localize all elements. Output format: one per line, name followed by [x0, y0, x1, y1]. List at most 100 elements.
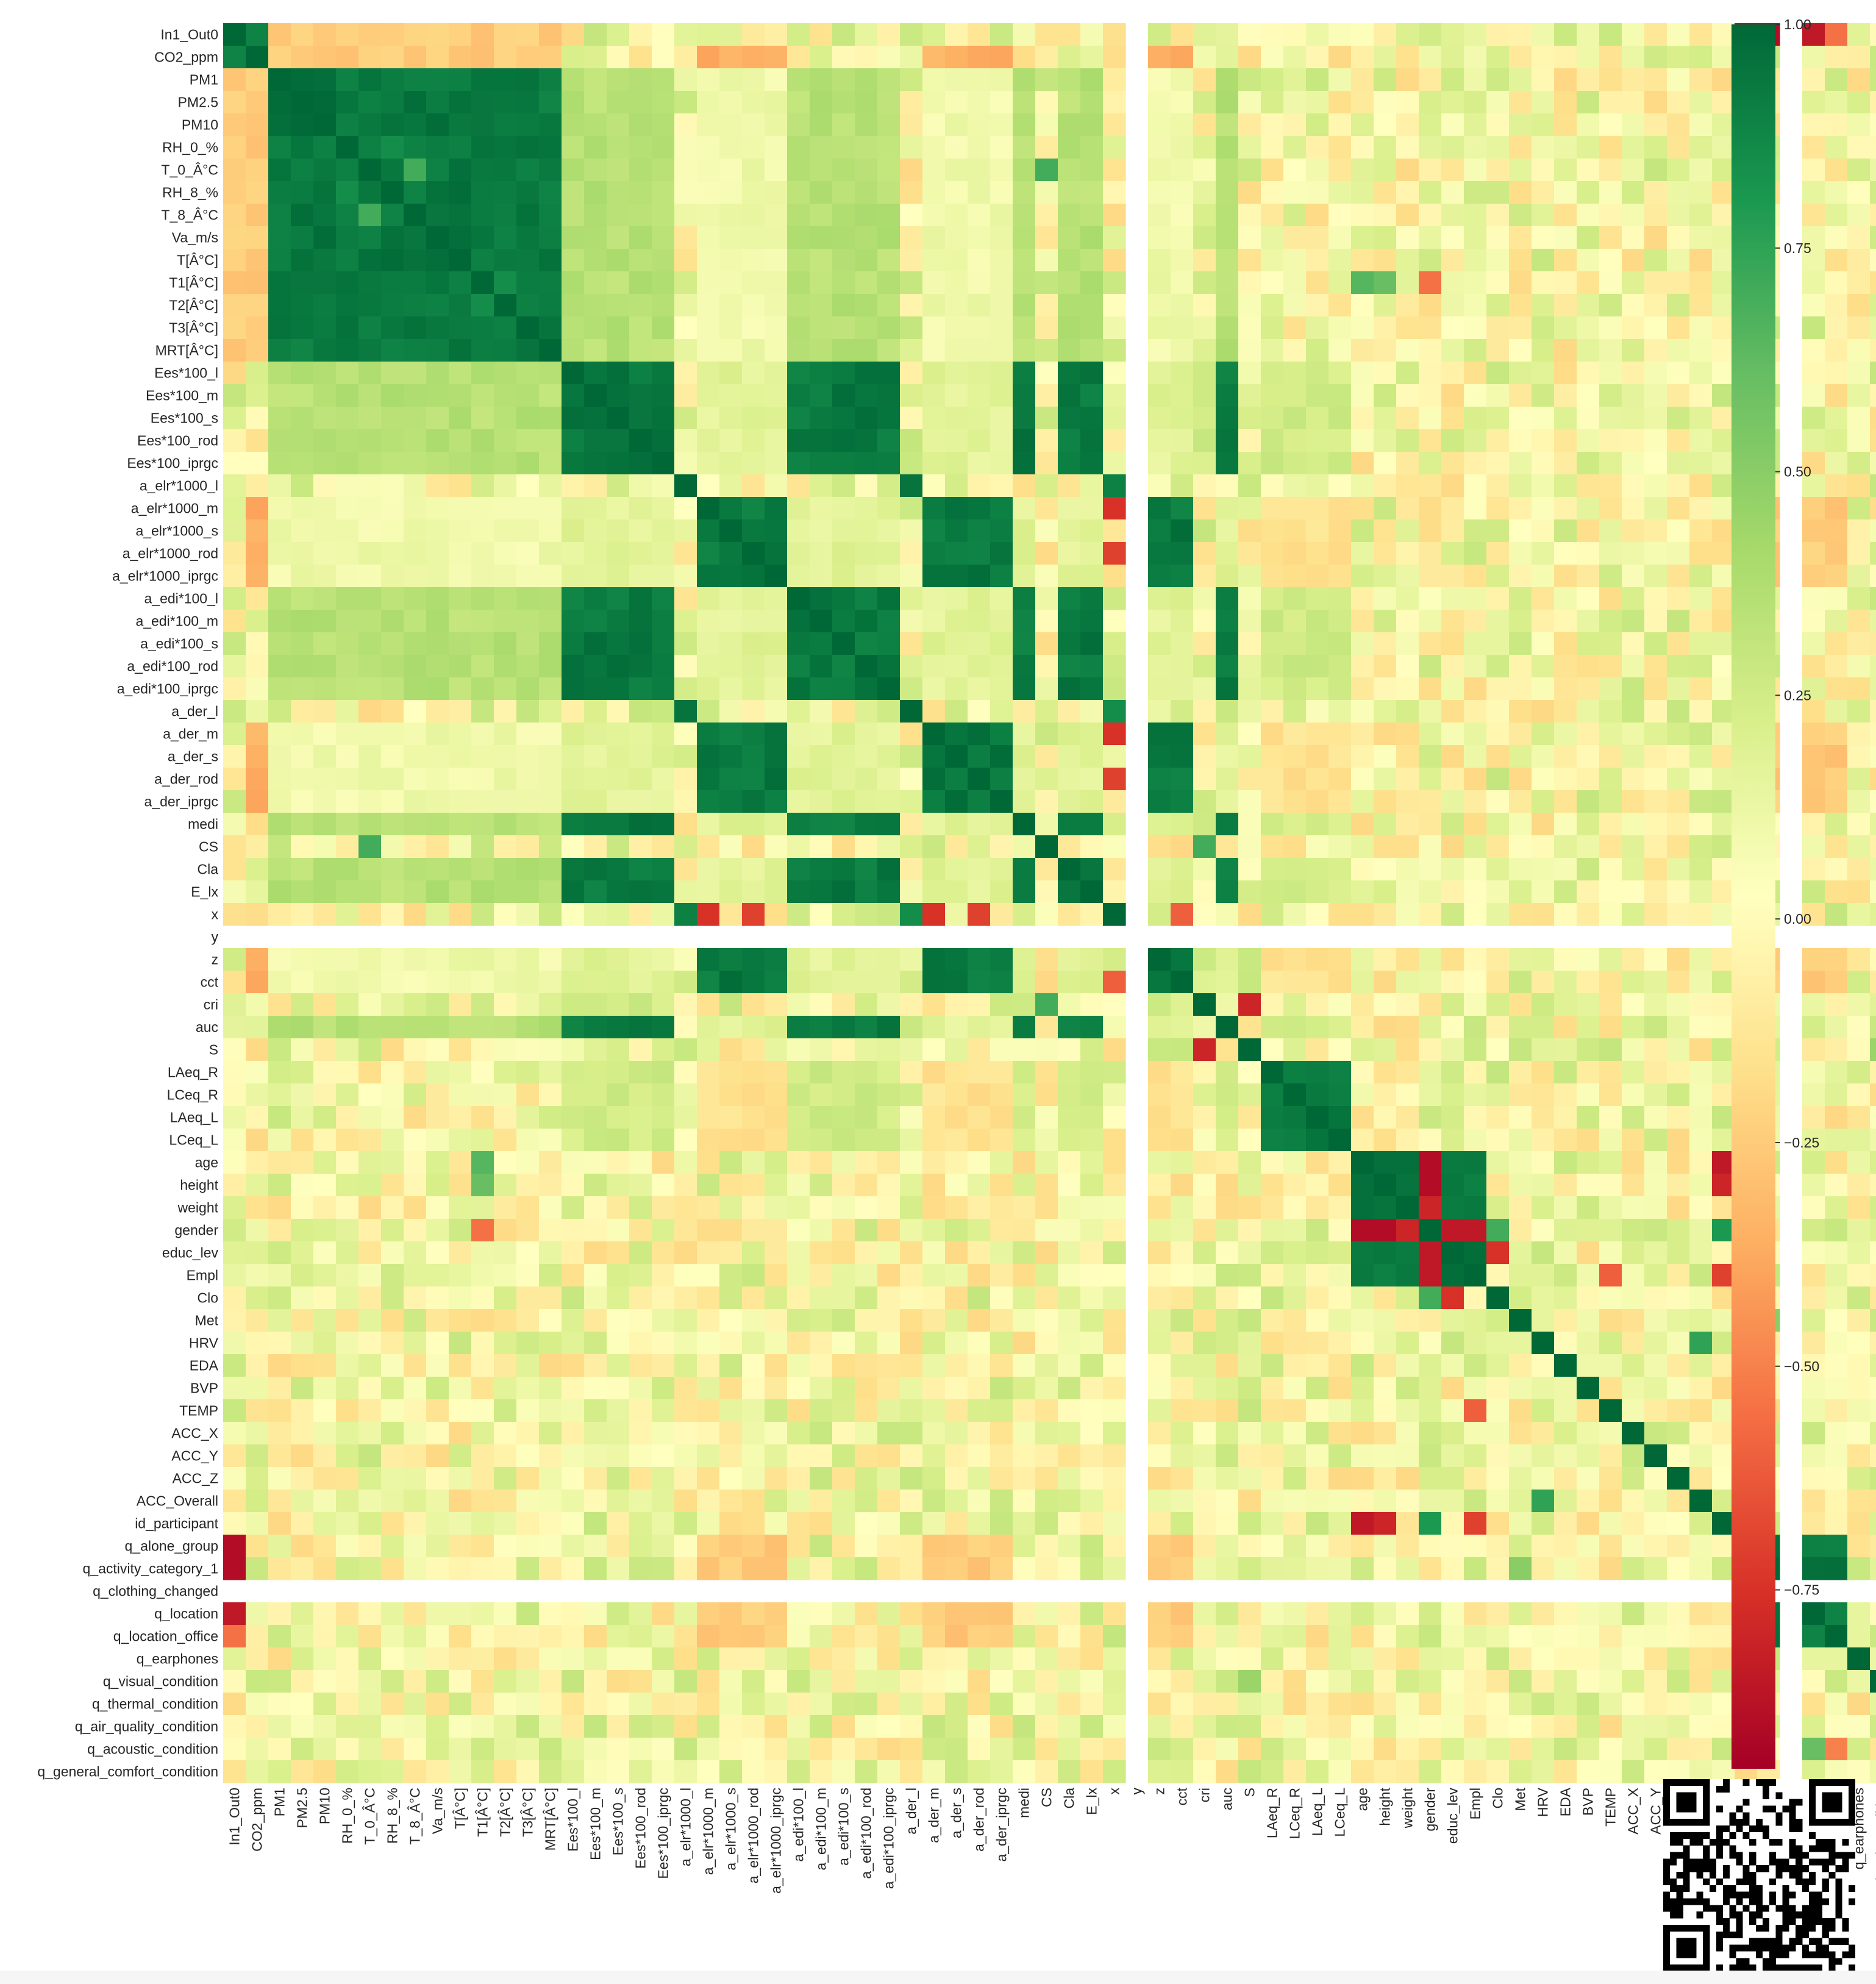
heatmap-cell — [336, 993, 359, 1016]
heatmap-cell — [968, 1354, 991, 1377]
heatmap-cell — [1554, 429, 1577, 452]
heatmap-cell — [449, 1377, 472, 1400]
heatmap-cell — [968, 542, 991, 565]
heatmap-cell — [990, 565, 1013, 588]
heatmap-cell — [1374, 1444, 1397, 1468]
heatmap-cell — [539, 610, 562, 633]
heatmap-cell — [652, 587, 675, 610]
heatmap-cell — [291, 474, 314, 498]
heatmap-cell — [1532, 971, 1555, 994]
heatmap-cell — [313, 1106, 337, 1129]
heatmap-cell — [877, 1422, 901, 1445]
heatmap-cell — [1486, 723, 1510, 746]
heatmap-cell — [810, 249, 833, 272]
heatmap-cell — [1532, 1467, 1555, 1490]
heatmap-cell — [1689, 1196, 1713, 1219]
heatmap-cell — [1667, 1061, 1690, 1084]
heatmap-cell — [1035, 1129, 1058, 1152]
heatmap-cell — [539, 204, 562, 227]
heatmap-cell — [1825, 226, 1848, 249]
heatmap-cell — [787, 632, 810, 655]
heatmap-cell — [336, 519, 359, 543]
heatmap-cell — [1667, 858, 1690, 881]
heatmap-cell — [1035, 858, 1058, 881]
heatmap-cell — [674, 542, 697, 565]
heatmap-cell — [832, 1399, 855, 1422]
heatmap-cell — [1847, 1151, 1871, 1174]
heatmap-cell — [742, 1016, 765, 1039]
heatmap-cell — [1306, 880, 1329, 904]
heatmap-cell — [336, 1354, 359, 1377]
heatmap-cell — [471, 46, 494, 69]
heatmap-cell — [584, 1422, 607, 1445]
heatmap-cell — [1306, 339, 1329, 362]
heatmap-cell — [629, 294, 652, 317]
heatmap-cell — [1419, 136, 1442, 159]
heatmap-cell — [1103, 632, 1126, 655]
heatmap-cell — [1080, 452, 1104, 475]
heatmap-cell — [381, 316, 404, 340]
heatmap-cell — [719, 91, 743, 114]
heatmap-cell — [1396, 1241, 1419, 1265]
heatmap-cell — [832, 632, 855, 655]
heatmap-cell — [1644, 858, 1667, 881]
heatmap-cell — [1351, 1467, 1374, 1490]
heatmap-cell — [336, 723, 359, 746]
heatmap-cell — [1013, 745, 1036, 768]
heatmap-cell — [1283, 655, 1307, 678]
heatmap-cell — [719, 1219, 743, 1242]
heatmap-cell — [1554, 497, 1577, 520]
heatmap-cell — [1035, 1016, 1058, 1039]
heatmap-cell — [1013, 113, 1036, 137]
heatmap-cell — [900, 1377, 923, 1400]
heatmap-cell — [1802, 497, 1825, 520]
heatmap-cell — [877, 723, 901, 746]
heatmap-cell — [810, 993, 833, 1016]
heatmap-cell — [1644, 136, 1667, 159]
heatmap-cell — [1712, 790, 1735, 813]
heatmap-cell — [404, 271, 427, 294]
heatmap-cell — [291, 23, 314, 46]
heatmap-cell — [313, 1422, 337, 1445]
heatmap-cell — [855, 1377, 878, 1400]
heatmap-cell — [1825, 294, 1848, 317]
heatmap-cell — [1419, 339, 1442, 362]
heatmap-cell — [1599, 23, 1622, 46]
heatmap-cell — [1216, 294, 1239, 317]
heatmap-cell — [1689, 1241, 1713, 1265]
heatmap-cell — [652, 452, 675, 475]
heatmap-cell — [1825, 68, 1848, 91]
heatmap-cell — [449, 1038, 472, 1062]
heatmap-cell — [1622, 903, 1645, 926]
heatmap-cell — [787, 1106, 810, 1129]
heatmap-cell — [516, 677, 540, 701]
heatmap-cell — [1689, 745, 1713, 768]
heatmap-cell — [313, 316, 337, 340]
heatmap-cell — [1329, 632, 1352, 655]
heatmap-cell — [449, 181, 472, 204]
heatmap-cell — [697, 1286, 720, 1310]
heatmap-cell — [697, 655, 720, 678]
heatmap-cell — [1802, 23, 1825, 46]
heatmap-cell — [607, 474, 630, 498]
heatmap-cell — [1013, 903, 1036, 926]
heatmap-cell — [629, 858, 652, 881]
heatmap-cell — [562, 1354, 585, 1377]
heatmap-cell — [358, 542, 382, 565]
heatmap-cell — [291, 226, 314, 249]
heatmap-cell — [1148, 1083, 1171, 1107]
heatmap-cell — [1103, 768, 1126, 791]
heatmap-cell — [674, 1264, 697, 1287]
heatmap-cell — [674, 1286, 697, 1310]
heatmap-cell — [1193, 294, 1216, 317]
heatmap-cell — [1577, 226, 1600, 249]
heatmap-cell — [539, 1490, 562, 1513]
heatmap-cell — [968, 23, 991, 46]
heatmap-cell — [810, 339, 833, 362]
heatmap-cell — [1599, 1174, 1622, 1197]
heatmap-cell — [1013, 723, 1036, 746]
heatmap-cell — [877, 497, 901, 520]
heatmap-cell — [1374, 1309, 1397, 1332]
heatmap-cell — [1870, 1332, 1876, 1355]
heatmap-cell — [1171, 1151, 1194, 1174]
